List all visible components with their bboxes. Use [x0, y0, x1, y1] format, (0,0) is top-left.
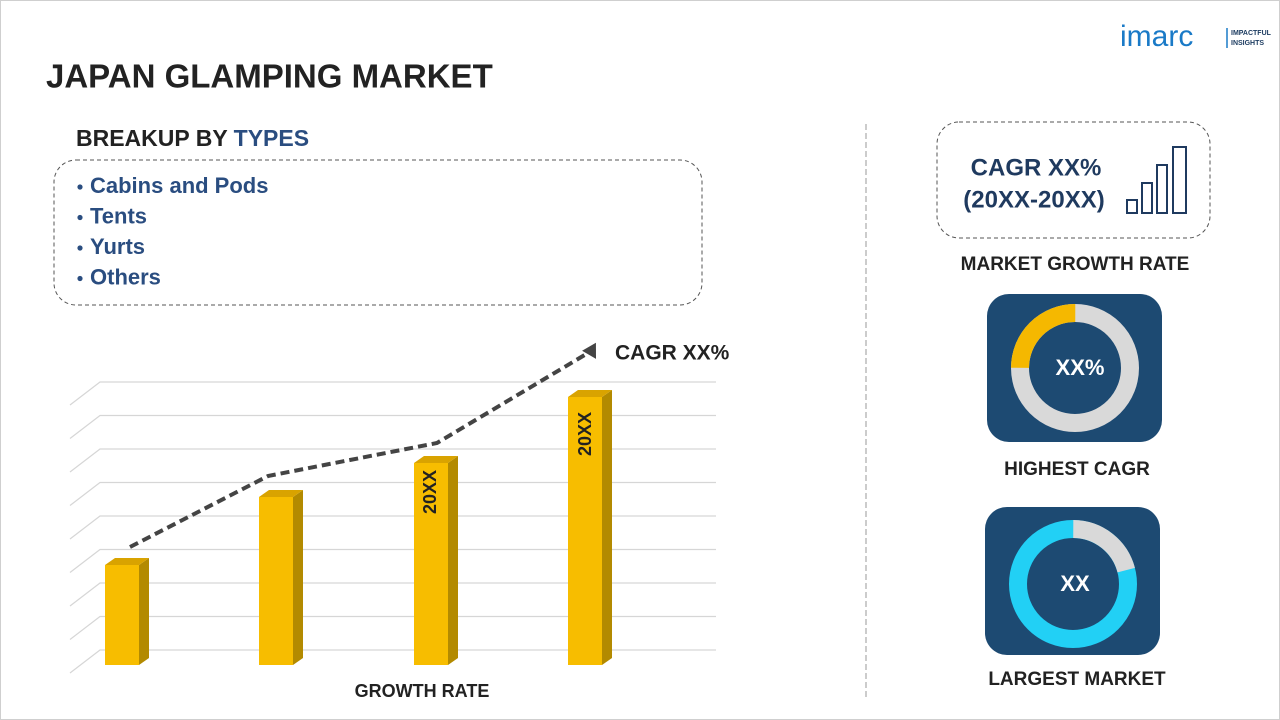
logo-tagline: INSIGHTS — [1231, 40, 1264, 47]
kpi-value: CAGR XX% — [971, 154, 1102, 181]
arrow-head — [582, 342, 596, 359]
bars — [105, 390, 612, 665]
kpi-value: XX% — [1056, 355, 1105, 380]
kpi-label: HIGHEST CAGR — [1004, 459, 1150, 480]
bar-front — [259, 497, 293, 665]
title: JAPAN GLAMPING MARKET — [46, 58, 493, 95]
bar-side — [448, 456, 458, 665]
grid-line — [69, 481, 716, 506]
axis-label: GROWTH RATE — [355, 681, 490, 701]
grid-line — [69, 448, 716, 473]
grid-line — [69, 414, 716, 439]
growth-chart: CAGR XX% 20XX 20XX GROWTH RATE — [69, 342, 730, 701]
kpi-value: XX — [1060, 571, 1090, 596]
bar-label: 20XX — [420, 470, 440, 514]
growth-icon — [1126, 146, 1187, 214]
grid-line — [69, 615, 716, 640]
bar-side — [293, 490, 303, 665]
grid-line — [69, 515, 716, 540]
bullet — [77, 245, 83, 251]
bar-front — [105, 565, 139, 665]
logo: imarc — [1120, 20, 1193, 53]
grid-line — [69, 548, 716, 573]
donut-arc — [1011, 304, 1139, 432]
bar-front — [414, 463, 448, 665]
breakup-item: Others — [90, 264, 161, 289]
kpi-label: LARGEST MARKET — [988, 669, 1166, 690]
kpi-period: (20XX-20XX) — [963, 186, 1104, 213]
trend-arrow — [129, 351, 590, 549]
kpi-box — [936, 121, 1211, 239]
bar-side — [602, 390, 612, 665]
bar-label: 20XX — [575, 412, 595, 456]
chart-cagr: CAGR XX% — [615, 342, 730, 365]
breakup-item: Cabins and Pods — [90, 173, 268, 198]
grid — [69, 381, 716, 674]
logo-tagline: IMPACTFUL — [1231, 30, 1272, 37]
breakup-heading: BREAKUP BY TYPES — [76, 125, 309, 151]
bar-front — [568, 397, 602, 665]
bar-top — [259, 490, 303, 497]
breakup-list: Cabins and Pods Tents Yurts Others — [77, 173, 268, 289]
bullet — [77, 184, 83, 190]
breakup-label: BREAKUP BY — [76, 125, 227, 151]
bar-top — [105, 558, 149, 565]
donut-arc — [1009, 520, 1137, 648]
bullet — [77, 275, 83, 282]
breakup-dimension: TYPES — [234, 125, 309, 151]
grid-line — [69, 582, 716, 607]
breakup-box — [53, 159, 703, 306]
bar-top — [414, 456, 458, 463]
bullet — [77, 214, 83, 221]
grid-line — [69, 649, 716, 674]
grid-line — [69, 381, 716, 406]
breakup-item: Yurts — [90, 234, 145, 259]
breakup-item: Tents — [90, 203, 147, 228]
bar-side — [139, 558, 149, 665]
kpi-label: MARKET GROWTH RATE — [961, 254, 1190, 275]
bar-top — [568, 390, 612, 397]
